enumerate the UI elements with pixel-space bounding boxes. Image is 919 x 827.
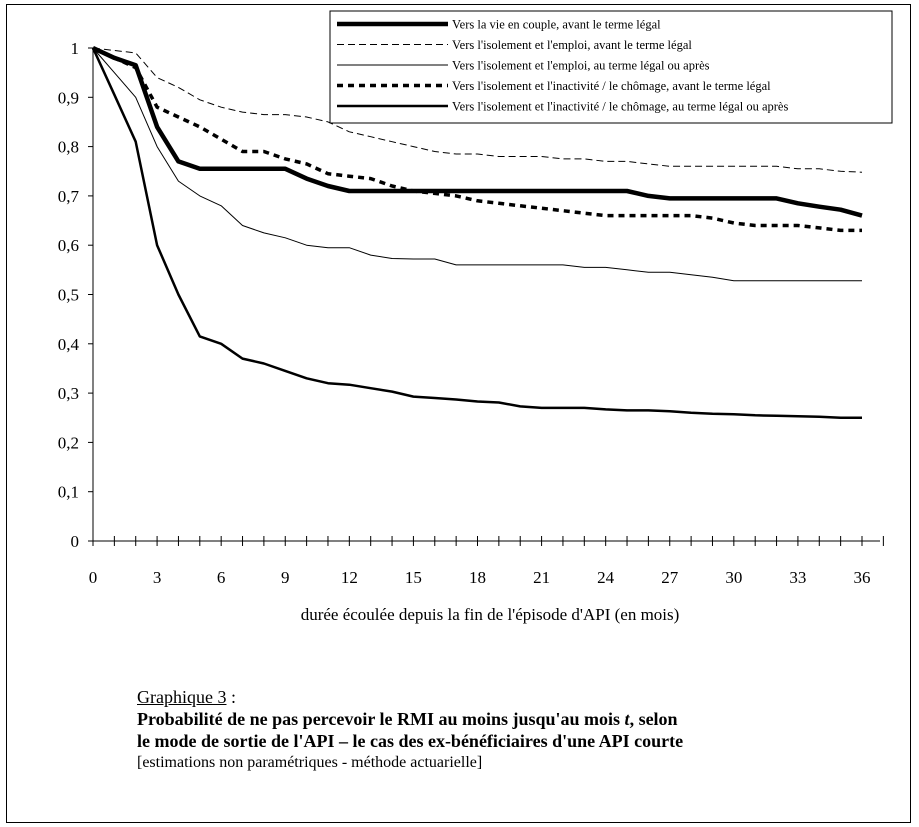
series-line-2 [92, 47, 863, 173]
figure-title-line-1: Probabilité de ne pas percevoir le RMI a… [137, 708, 897, 730]
y-tick-label: 0,3 [58, 384, 79, 403]
figure-title-line-2: le mode de sortie de l'API – le cas des … [137, 731, 684, 751]
caption-heading-line: Graphique 3 : [137, 686, 897, 708]
x-tick-label: 18 [469, 568, 486, 587]
x-tick-label: 9 [281, 568, 290, 587]
y-tick-label: 0,4 [58, 335, 80, 354]
x-tick-label: 12 [341, 568, 358, 587]
figure-frame [6, 4, 911, 823]
title-part-b: , selon [629, 709, 678, 729]
y-tick-label: 0,8 [58, 138, 79, 157]
x-tick-label: 21 [533, 568, 550, 587]
x-tick-label: 27 [661, 568, 679, 587]
y-tick-label: 0,5 [58, 286, 79, 305]
x-tick-label: 0 [89, 568, 98, 587]
axes: 00,10,20,30,40,50,60,70,80,910 3 6 9 12 15 18 2… [58, 39, 884, 587]
legend-label-4: Vers l'isolement et l'inactivité / le ch… [452, 79, 771, 93]
title-part-a: Probabilité de ne pas percevoir le RMI a… [137, 709, 625, 729]
legend-label-1: Vers la vie en couple, avant le terme lé… [452, 18, 661, 32]
figure-note: [estimations non paramétriques - méthode… [137, 754, 483, 771]
caption: Graphique 3 : Probabilité de ne pas perc… [137, 686, 897, 774]
x-axis-label: durée écoulée depuis la fin de l'épisode… [301, 605, 680, 624]
figure-number: Graphique 3 [137, 687, 227, 707]
series-layer [91, 45, 863, 420]
y-tick-label: 0 [71, 532, 80, 551]
y-tick-label: 0,6 [58, 236, 79, 255]
y-tick-label: 0,9 [58, 88, 79, 107]
legend-label-2: Vers l'isolement et l'emploi, avant le t… [452, 38, 692, 52]
y-tick-label: 0,1 [58, 483, 79, 502]
x-tick-label: 15 [405, 568, 422, 587]
x-tick-label: 36 [854, 568, 871, 587]
x-tick-label: 6 [217, 568, 226, 587]
legend-label-5: Vers l'isolement et l'inactivité / le ch… [452, 100, 788, 114]
y-tick-label: 0,2 [58, 433, 79, 452]
series-line-4 [92, 46, 862, 233]
series-line-3 [92, 47, 862, 282]
y-tick-label: 1 [71, 39, 80, 58]
title-variable-t: t [624, 709, 630, 729]
x-tick-label: 3 [153, 568, 162, 587]
series-line-5 [91, 47, 862, 420]
x-tick-label: 24 [597, 568, 615, 587]
x-tick-label: 33 [789, 568, 806, 587]
y-tick-label: 0,7 [58, 187, 80, 206]
x-tick-label: 30 [725, 568, 742, 587]
figure-number-suffix: : [226, 687, 236, 707]
legend-label-3: Vers l'isolement et l'emploi, au terme l… [452, 59, 710, 73]
legend: Vers la vie en couple, avant le terme lé… [329, 10, 893, 124]
legend-box [329, 10, 893, 124]
series-line-1 [92, 45, 863, 218]
